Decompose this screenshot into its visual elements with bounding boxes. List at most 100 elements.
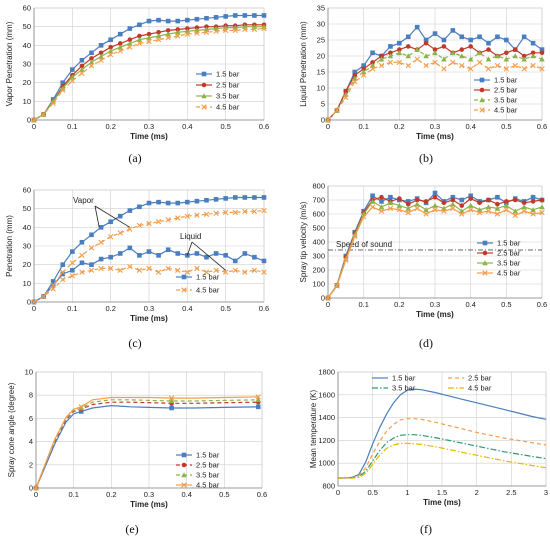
legend-label: 4.5 bar [196, 286, 220, 295]
data-point [127, 40, 133, 46]
data-point [79, 66, 85, 72]
data-point [261, 207, 267, 214]
data-point [361, 63, 366, 68]
data-point [432, 59, 438, 66]
data-point [98, 43, 104, 48]
data-point [169, 405, 174, 411]
data-point [485, 204, 492, 210]
data-point [503, 56, 510, 62]
data-point [255, 394, 261, 400]
data-point [530, 211, 536, 217]
legend-label: 3.5 bar [216, 92, 240, 101]
data-point [261, 13, 267, 18]
panel-caption: (b) [419, 151, 433, 165]
panel-caption: (c) [128, 336, 141, 350]
x-axis-label: Time (ms) [416, 132, 454, 141]
legend-marker [201, 71, 207, 77]
x-tick-label: 0.5 [220, 304, 230, 313]
data-point [137, 33, 142, 39]
y-tick-label: 6 [29, 414, 33, 423]
y-tick-label: 25 [317, 36, 325, 45]
x-tick-label: 0.1 [68, 490, 78, 499]
data-point [117, 48, 123, 54]
data-point [165, 200, 171, 206]
x-tick-label: 3 [544, 488, 548, 497]
data-point [476, 50, 483, 56]
data-point [107, 48, 114, 54]
data-point [194, 198, 200, 204]
data-point [232, 195, 238, 200]
data-point [485, 208, 492, 214]
data-point [423, 207, 429, 213]
x-axis-label: Time (ms) [130, 500, 168, 509]
data-point [414, 24, 420, 30]
y-tick-label: 40 [23, 41, 31, 50]
data-point [539, 50, 545, 56]
data-point [467, 66, 474, 72]
data-point [379, 199, 384, 204]
panel-caption: (a) [128, 151, 141, 165]
x-tick-label: 0.3 [430, 300, 440, 309]
x-tick-label: 0.2 [105, 122, 115, 131]
x-tick-label: 1.5 [437, 488, 447, 497]
x-tick-label: 0.4 [465, 300, 475, 309]
data-point [423, 37, 429, 43]
data-point [405, 201, 411, 207]
chart-e: 0 0.1 0.2 0.3 0.4 0.5 0.6 0 2 4 6 8 10 Time (ms) Spray… [7, 368, 267, 537]
data-point [98, 225, 104, 230]
data-point [78, 409, 84, 414]
data-point [108, 37, 113, 43]
data-point [79, 70, 85, 77]
x-tick-label: 0 [32, 304, 36, 313]
legend-marker [201, 93, 207, 99]
data-point [98, 57, 104, 63]
x-tick-label: 0.5 [501, 300, 511, 309]
x-tick-label: 0.5 [219, 490, 229, 499]
data-point [468, 37, 473, 43]
legend-label: 2.5 bar [494, 86, 518, 95]
data-point [467, 56, 474, 62]
y-tick-label: 0 [321, 116, 325, 125]
y-tick-label: 0 [29, 484, 33, 493]
data-point [379, 53, 384, 59]
data-point [414, 201, 420, 207]
data-point [539, 209, 545, 216]
data-point [352, 233, 358, 240]
data-point [369, 66, 376, 72]
data-point [468, 196, 473, 201]
annotation-arrow [186, 241, 193, 256]
data-point [503, 66, 510, 72]
data-point [69, 78, 76, 84]
x-tick-label: 0.3 [144, 304, 154, 313]
data-point [503, 202, 510, 208]
data-point [360, 72, 367, 78]
y-axis-label: Mean temperature (K) [309, 390, 318, 469]
data-point [530, 199, 536, 204]
data-point [252, 254, 257, 260]
legend-label: 4.5 bar [468, 384, 492, 393]
y-tick-label: 800 [322, 482, 335, 491]
data-point [255, 397, 262, 403]
data-point [127, 226, 133, 232]
data-point [441, 200, 447, 206]
data-point [175, 251, 181, 256]
x-tick-label: 0.5 [501, 122, 511, 131]
legend-label: 4.5 bar [216, 103, 240, 112]
data-point [432, 47, 438, 52]
data-point [370, 193, 375, 199]
data-point [530, 207, 536, 213]
data-point [155, 269, 162, 275]
data-point [33, 485, 39, 491]
data-point [242, 208, 248, 215]
data-point [495, 34, 500, 40]
data-point [194, 16, 200, 22]
data-point [539, 197, 545, 203]
data-point [69, 273, 76, 279]
data-point [79, 252, 85, 259]
data-point [458, 53, 465, 59]
panel-caption: (d) [419, 336, 433, 350]
data-point [495, 201, 500, 207]
y-tick-label: 35 [317, 4, 325, 13]
data-point [387, 200, 394, 206]
data-point [89, 50, 94, 56]
